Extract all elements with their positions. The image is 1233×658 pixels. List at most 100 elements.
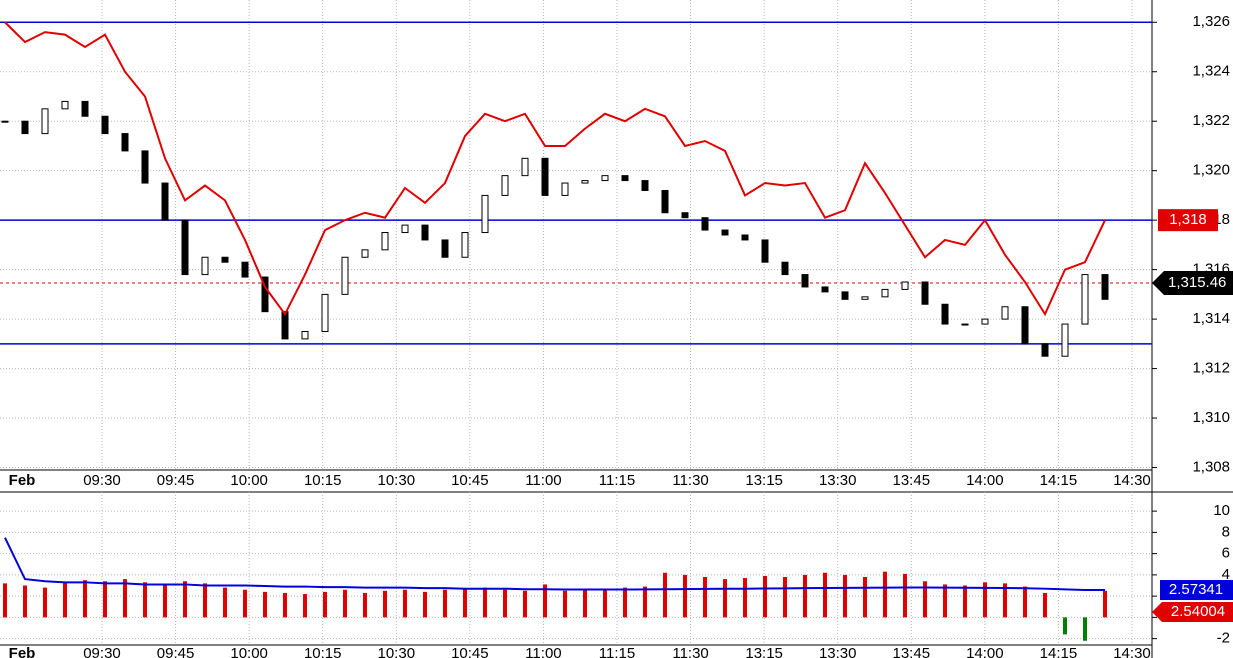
candle — [501, 175, 509, 196]
x-tick-label: 14:00 — [966, 472, 1004, 489]
histogram-bar — [303, 594, 307, 618]
x-tick-label: Feb — [9, 472, 36, 489]
histogram-bar — [903, 573, 907, 618]
overlay-last-label: 1,318 — [1169, 211, 1207, 228]
histogram-bar — [183, 581, 187, 618]
candle — [61, 100, 69, 110]
x-tick-label: 09:30 — [83, 645, 121, 658]
x-tick-label: Feb — [9, 645, 36, 658]
histogram-bar — [43, 587, 47, 618]
candle — [421, 224, 429, 241]
candle — [301, 330, 309, 340]
histogram-bar — [623, 587, 627, 618]
candle — [201, 256, 209, 276]
candle — [441, 239, 449, 258]
bar-last-label: 2.54004 — [1171, 603, 1225, 620]
x-tick-label: 11:30 — [672, 472, 708, 489]
histogram-bar — [1103, 590, 1107, 618]
candle — [721, 229, 729, 236]
candle — [361, 249, 369, 258]
histogram-bar — [883, 571, 887, 618]
x-tick-label: 09:45 — [157, 472, 195, 489]
overlay-line — [4, 21, 1106, 317]
histogram-bar — [383, 590, 387, 618]
histogram-bar — [583, 589, 587, 618]
candle — [861, 296, 869, 300]
histogram-bar — [603, 588, 607, 618]
histogram-bar — [423, 591, 427, 618]
candle — [681, 212, 689, 219]
histogram-bar — [123, 579, 127, 618]
y-tick-label: 1,322 — [1192, 112, 1230, 129]
y-tick-label: 8 — [1222, 523, 1230, 540]
candle — [581, 180, 589, 184]
candle — [621, 175, 629, 182]
x-tick-label: 11:15 — [599, 645, 635, 658]
histogram-bar — [483, 587, 487, 618]
histogram-bar — [963, 585, 967, 618]
x-tick-label: 13:15 — [745, 472, 783, 489]
histogram-bar — [143, 582, 147, 618]
histogram-bar — [443, 589, 447, 618]
histogram-bar — [843, 574, 847, 618]
histogram-bar — [223, 587, 227, 618]
candle — [701, 217, 709, 231]
candle — [921, 281, 929, 305]
candle — [641, 180, 649, 191]
y-tick-label: 1,324 — [1192, 63, 1230, 80]
x-tick-label: 11:00 — [525, 645, 561, 658]
bar-last-box — [1152, 602, 1233, 623]
average-line — [4, 537, 1106, 592]
x-tick-label: 10:45 — [451, 645, 489, 658]
candle — [261, 276, 269, 313]
y-tick-label: 1,312 — [1192, 360, 1230, 377]
histogram-bar — [923, 581, 927, 618]
histogram-bar — [503, 589, 507, 618]
candle — [101, 115, 109, 135]
candle — [801, 274, 809, 288]
candle — [901, 281, 909, 290]
line-last-label: 2.57341 — [1169, 581, 1223, 598]
x-tick-label: 10:15 — [304, 472, 342, 489]
candle — [221, 256, 229, 263]
histogram-bar — [523, 590, 527, 618]
candle — [1061, 323, 1069, 357]
histogram-bar — [263, 591, 267, 618]
candle — [81, 100, 89, 117]
candle — [241, 261, 249, 278]
x-tick-label: 13:30 — [819, 645, 857, 658]
x-tick-label: 13:15 — [745, 645, 783, 658]
histogram-bar — [323, 591, 327, 618]
histogram-bar — [943, 584, 947, 618]
candle — [1001, 306, 1009, 320]
y-tick-label: 10 — [1213, 502, 1230, 519]
x-tick-label: 10:45 — [451, 472, 489, 489]
x-tick-label: 10:00 — [230, 472, 268, 489]
candle — [541, 157, 549, 196]
histogram-bar — [203, 583, 207, 618]
y-tick-label: 4 — [1222, 566, 1230, 583]
histogram-bar — [1003, 583, 1007, 618]
candle — [521, 157, 529, 177]
y-tick-label: 1,320 — [1192, 162, 1230, 179]
candle — [781, 261, 789, 276]
histogram-bar — [703, 577, 707, 618]
histogram-bar — [723, 579, 727, 618]
x-tick-label: 14:15 — [1040, 472, 1078, 489]
histogram-bar — [783, 577, 787, 618]
histogram-bar — [663, 572, 667, 618]
histogram-bar — [403, 589, 407, 618]
candle — [941, 303, 949, 325]
histogram-bar — [463, 588, 467, 618]
overlay-last-box — [1158, 209, 1218, 232]
candle — [181, 219, 189, 276]
x-tick-label: 10:30 — [378, 472, 416, 489]
candle — [401, 224, 409, 234]
x-tick-label: 13:45 — [893, 472, 931, 489]
last-price-box — [1152, 270, 1233, 295]
histogram-bar — [683, 574, 687, 618]
candle — [161, 182, 169, 221]
histogram-bar — [563, 590, 567, 618]
